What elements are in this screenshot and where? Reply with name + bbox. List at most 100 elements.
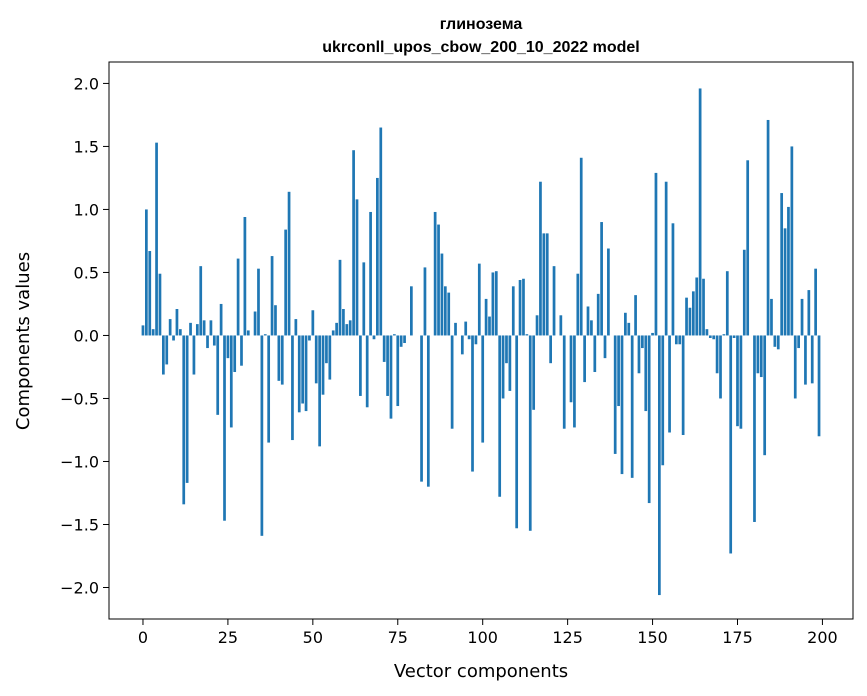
bar bbox=[145, 209, 148, 336]
bar bbox=[243, 217, 247, 336]
bar bbox=[681, 335, 685, 436]
bar bbox=[393, 334, 396, 336]
plot-frame bbox=[108, 61, 854, 620]
bar bbox=[807, 290, 811, 336]
bar bbox=[505, 335, 508, 364]
bar bbox=[651, 332, 654, 336]
bar bbox=[759, 335, 763, 378]
bar bbox=[545, 233, 549, 336]
bar bbox=[236, 258, 240, 336]
bar bbox=[511, 286, 515, 336]
bar bbox=[498, 335, 502, 497]
bar bbox=[216, 335, 220, 415]
bar bbox=[260, 335, 264, 536]
bar bbox=[624, 312, 627, 336]
bar bbox=[219, 303, 223, 336]
bar bbox=[637, 335, 641, 374]
bar bbox=[729, 335, 733, 554]
y-tick-label: 2.0 bbox=[74, 74, 99, 93]
bar bbox=[776, 335, 780, 350]
bar bbox=[267, 335, 271, 443]
y-tick-label: −0.5 bbox=[60, 389, 99, 408]
bar bbox=[474, 335, 478, 345]
bar bbox=[607, 248, 610, 336]
bar bbox=[440, 253, 444, 336]
bar bbox=[403, 335, 406, 344]
bar bbox=[787, 206, 790, 336]
bar bbox=[155, 142, 158, 336]
bar bbox=[165, 335, 169, 365]
bar bbox=[342, 309, 345, 336]
bar bbox=[467, 335, 471, 340]
bar bbox=[382, 335, 386, 362]
bar bbox=[297, 335, 301, 413]
bar bbox=[209, 320, 213, 336]
bar bbox=[552, 266, 556, 336]
bar bbox=[559, 315, 563, 336]
bar bbox=[280, 335, 284, 385]
bar bbox=[783, 228, 787, 336]
y-tick-label: −2.0 bbox=[60, 578, 99, 597]
bar bbox=[518, 280, 522, 336]
bar bbox=[658, 335, 661, 596]
y-tick-label: −1.5 bbox=[60, 515, 99, 534]
bar bbox=[668, 335, 671, 433]
bar bbox=[590, 320, 593, 336]
bar bbox=[736, 335, 739, 427]
bar bbox=[338, 259, 342, 336]
y-tick-label: −1.0 bbox=[60, 452, 99, 471]
bar bbox=[620, 335, 624, 475]
bar bbox=[359, 335, 362, 396]
bar bbox=[494, 271, 498, 336]
x-tick-label: 100 bbox=[467, 628, 498, 647]
bar bbox=[410, 286, 413, 336]
bar bbox=[240, 335, 243, 366]
x-axis-label: Vector components bbox=[394, 661, 568, 682]
bar bbox=[719, 335, 722, 399]
bar bbox=[756, 335, 760, 374]
bar bbox=[304, 335, 308, 412]
bar bbox=[287, 191, 291, 336]
bar bbox=[810, 335, 814, 384]
bar bbox=[308, 335, 311, 341]
bar bbox=[753, 335, 756, 522]
bar bbox=[773, 335, 777, 347]
bar bbox=[301, 335, 304, 404]
bar bbox=[454, 322, 457, 336]
bar bbox=[600, 222, 603, 336]
bar bbox=[277, 335, 281, 381]
bar bbox=[708, 335, 712, 338]
bar bbox=[460, 335, 464, 355]
bar bbox=[725, 271, 729, 336]
chart-title-line2: ukrconll_upos_cbow_200_10_2022 model bbox=[322, 39, 639, 56]
bar bbox=[528, 335, 532, 531]
bar bbox=[695, 277, 699, 336]
bar bbox=[206, 335, 209, 349]
bar bbox=[535, 315, 539, 336]
bar bbox=[630, 335, 634, 478]
bar bbox=[671, 223, 675, 336]
bar bbox=[488, 316, 491, 336]
bar bbox=[674, 335, 678, 345]
bar bbox=[396, 335, 400, 407]
bar bbox=[685, 297, 688, 336]
bar bbox=[202, 320, 206, 336]
bar bbox=[253, 311, 257, 336]
bar bbox=[532, 335, 536, 410]
bar bbox=[746, 160, 750, 336]
bar bbox=[331, 330, 335, 336]
bar bbox=[352, 150, 355, 336]
bar bbox=[603, 335, 607, 359]
bar bbox=[369, 211, 372, 336]
x-tick-label: 125 bbox=[552, 628, 583, 647]
bar bbox=[291, 335, 294, 441]
bar bbox=[365, 335, 369, 408]
bar bbox=[246, 330, 250, 336]
bar bbox=[355, 199, 359, 336]
bar bbox=[447, 292, 451, 336]
bar bbox=[389, 335, 393, 419]
bar bbox=[192, 335, 196, 375]
x-tick-label: 200 bbox=[807, 628, 838, 647]
bar bbox=[586, 306, 590, 336]
